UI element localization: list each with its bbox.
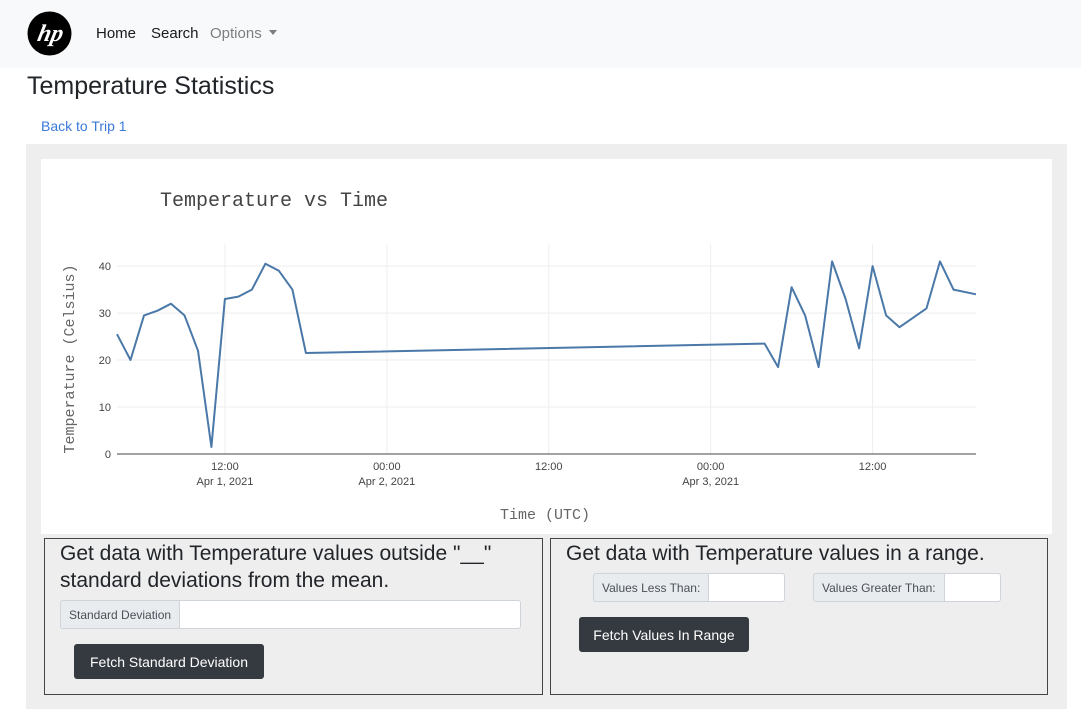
stddev-label: Standard Deviation: [60, 600, 180, 629]
chart-card: Temperature vs Time 0 10 20 30 40 12:00 Apr 1,…: [41, 159, 1052, 534]
back-to-trip-link[interactable]: Back to Trip 1: [41, 118, 127, 134]
nav-home[interactable]: Home: [96, 25, 137, 42]
nav-options-label: Options: [210, 25, 262, 42]
chart-title: Temperature vs Time: [160, 190, 388, 213]
stddev-input[interactable]: [179, 600, 522, 629]
less-than-input-group: Values Less Than:: [593, 573, 786, 602]
x-tick-label: 00:00: [697, 461, 725, 473]
nav-options-dropdown[interactable]: Options: [210, 25, 277, 43]
range-form-heading: Get data with Temperature values in a ra…: [566, 542, 985, 565]
chart-x-axis-title: Time (UTC): [500, 507, 590, 524]
chart-series-line: [116, 260, 977, 448]
page-title: Temperature Statistics: [27, 72, 275, 100]
stddev-form-box: Get data with Temperature values outside…: [44, 538, 543, 695]
greater-than-label: Values Greater Than:: [813, 573, 944, 602]
x-tick-label: 12:00: [859, 461, 887, 473]
x-tick-label: 12:00: [211, 461, 239, 473]
temperature-chart[interactable]: Temperature vs Time 0 10 20 30 40 12:00 Apr 1,…: [41, 159, 1052, 534]
less-than-input[interactable]: [708, 573, 786, 602]
x-tick-label: 00:00: [373, 461, 401, 473]
chart-axes: 0 10 20 30 40 12:00 Apr 1, 2021 00:00 Apr 2, 202…: [99, 261, 976, 488]
nav-search[interactable]: Search: [151, 25, 199, 42]
y-tick-label: 40: [99, 261, 111, 273]
greater-than-input[interactable]: [943, 573, 1001, 602]
y-tick-label: 30: [99, 308, 111, 320]
y-tick-label: 10: [99, 402, 111, 414]
less-than-label: Values Less Than:: [593, 573, 709, 602]
y-tick-label: 20: [99, 355, 111, 367]
fetch-stddev-button[interactable]: Fetch Standard Deviation: [74, 644, 264, 679]
range-form-box: Get data with Temperature values in a ra…: [550, 538, 1048, 695]
y-tick-label: 0: [105, 449, 111, 461]
stddev-form-heading: Get data with Temperature values outside…: [60, 542, 492, 592]
x-tick-date-label: Apr 2, 2021: [358, 476, 415, 488]
chart-grid: [117, 244, 976, 454]
hp-logo-text: hp: [35, 20, 66, 47]
x-tick-date-label: Apr 3, 2021: [682, 476, 739, 488]
x-tick-label: 12:00: [535, 461, 563, 473]
caret-down-icon: [268, 30, 277, 35]
chart-y-axis-title: Temperature (Celsius): [62, 264, 79, 453]
stddev-input-group: Standard Deviation: [60, 600, 522, 629]
x-tick-date-label: Apr 1, 2021: [196, 476, 253, 488]
fetch-range-button[interactable]: Fetch Values In Range: [579, 617, 749, 652]
greater-than-input-group: Values Greater Than:: [813, 573, 1001, 602]
hp-logo-icon[interactable]: hp: [27, 11, 72, 56]
navbar: hp Home Search Options: [0, 0, 1081, 68]
